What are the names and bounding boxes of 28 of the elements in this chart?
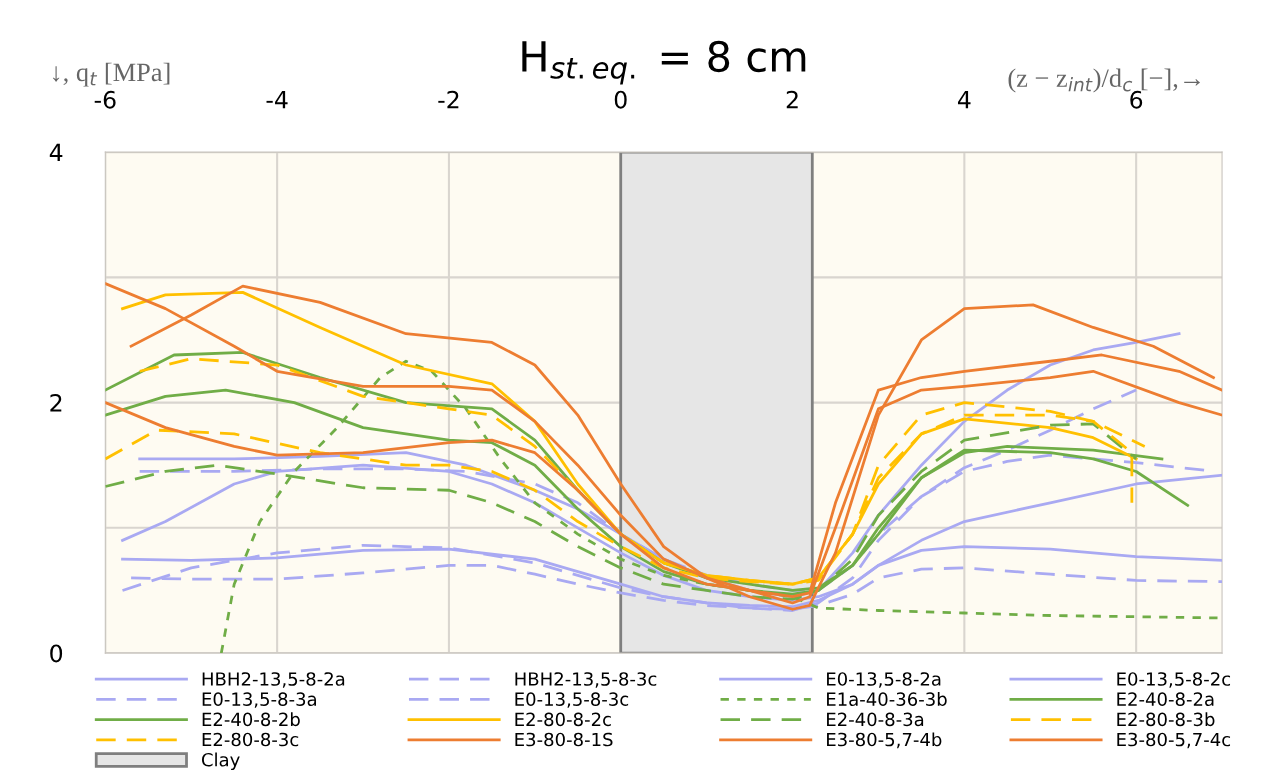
legend-label: E2-80-8-3b [1117, 712, 1215, 727]
legend-label: E2-40-8-3a [827, 712, 924, 727]
legend-label: E2-80-8-2c [515, 712, 611, 727]
y-tick-label: 2 [50, 394, 62, 412]
x-tick-label: 4 [957, 91, 971, 109]
y-tick-label: 4 [49, 143, 63, 162]
legend-label: E0-13,5-8-3c [515, 692, 629, 708]
x-tick-label: 0 [614, 90, 627, 109]
legend-label: E2-80-8-3c [202, 732, 299, 747]
chart-title: H$_{st.eq.}$ = 8 cm [522, 40, 806, 85]
y-axis-title: ↓, q$_{t}$ [MPa] [53, 62, 170, 87]
legend-label: E2-40-8-2a [1117, 692, 1214, 706]
legend-label: Clay [201, 752, 240, 771]
legend-label: E0-13,5-8-3a [202, 692, 316, 708]
x-tick-label: -6 [94, 90, 116, 109]
legend-label: E0-13,5-8-2a [827, 672, 941, 688]
x-tick-label: -2 [438, 90, 459, 109]
x-tick-label: -4 [266, 91, 288, 109]
y-tick-label: 0 [50, 644, 63, 663]
legend-label: E3-80-5,7-4c [1117, 732, 1231, 749]
legend-label: E2-40-8-2b [202, 712, 300, 727]
legend-label: HBH2-13,5-8-2a [202, 672, 345, 688]
legend-label: E3-80-5,7-4b [827, 732, 942, 749]
legend-label: E1a-40-36-3b [827, 692, 947, 706]
legend-label: E3-80-8-1S [515, 732, 613, 747]
legend-label: E0-13,5-8-2c [1117, 672, 1231, 688]
legend-label: HBH2-13,5-8-3c [515, 672, 657, 688]
x-tick-label: 2 [786, 90, 798, 109]
